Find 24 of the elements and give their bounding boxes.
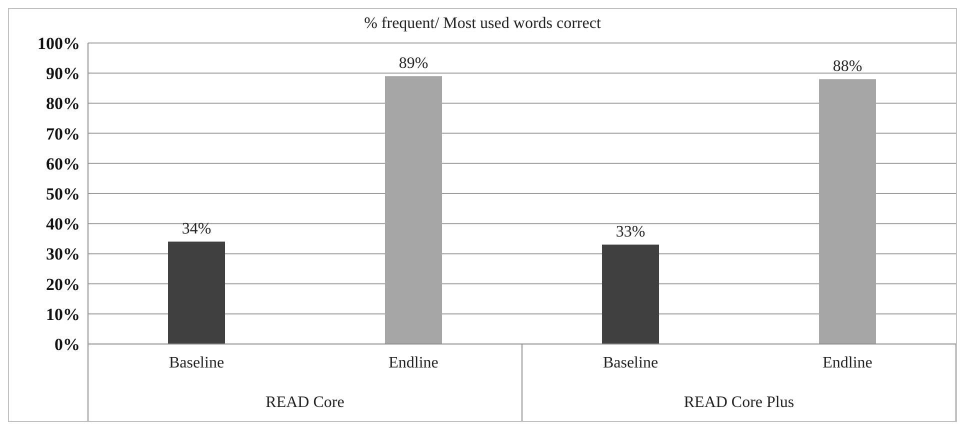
y-tick-label: 50%: [46, 184, 80, 204]
y-tick-label: 20%: [46, 274, 80, 294]
text: READ Core Plus: [684, 394, 794, 411]
x-tick-label: Baseline: [168, 354, 224, 372]
bar: [602, 244, 659, 344]
data-label: 34%: [182, 220, 212, 238]
y-tick-label: 60%: [46, 154, 80, 174]
data-label: 33%: [616, 224, 646, 241]
x-tick-label: Baseline: [602, 354, 658, 372]
y-tick-label: 40%: [46, 214, 80, 234]
y-tick-label: 70%: [46, 124, 80, 144]
x-tick-label: Endline: [822, 354, 872, 372]
data-label: 88%: [832, 58, 862, 76]
chart-title: % frequent/ Most used words correct: [363, 15, 602, 33]
y-tick-label: 80%: [46, 94, 80, 114]
y-tick-label: 30%: [46, 244, 80, 264]
y-tick-label: 90%: [46, 64, 80, 84]
bar: [168, 242, 225, 344]
data-label: 89%: [398, 55, 428, 72]
text: READ Core: [266, 394, 344, 411]
x-tick-label: Endline: [388, 354, 438, 372]
y-tick-label: 100%: [38, 34, 80, 54]
y-tick-label: 0%: [54, 335, 80, 354]
y-tick-label: 10%: [46, 304, 80, 324]
